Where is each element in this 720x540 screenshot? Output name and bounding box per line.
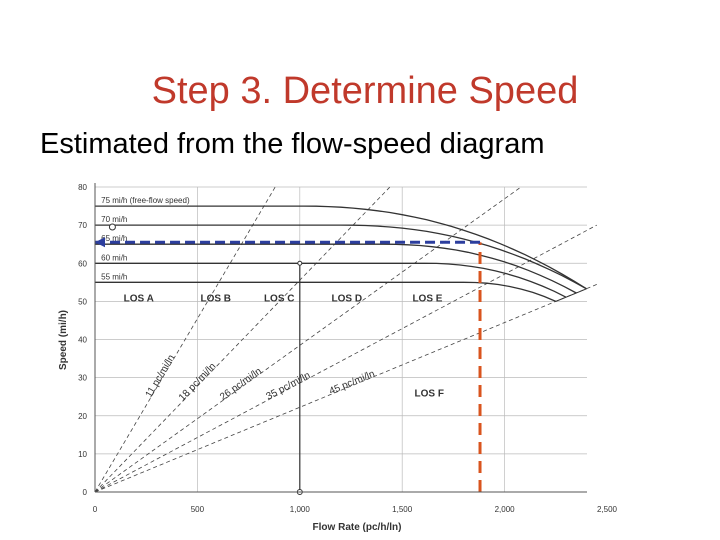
speed-flow-curves: 75 mi/h (free-flow speed) 70 mi/h 65 mi/h 6…: [95, 196, 587, 302]
x-tick-label: 2,500: [597, 505, 618, 514]
y-tick-label: 0: [83, 488, 88, 497]
x-tick-label: 0: [93, 505, 98, 514]
grid-layer: [95, 186, 587, 492]
density-label: 45 pc/mi/ln: [328, 369, 377, 398]
speed-flow-curve: [95, 243, 577, 294]
y-tick-label: 10: [78, 450, 87, 459]
los-label: LOS D: [332, 293, 363, 304]
speed-flow-curve: [95, 224, 587, 290]
capacity-line: [555, 288, 587, 302]
speed-arrowhead: [95, 237, 105, 248]
y-tick-label: 50: [78, 297, 87, 306]
density-label: 35 pc/mi/ln: [264, 370, 312, 402]
x-tick-label: 1,000: [290, 505, 311, 514]
x-tick-label: 1,500: [392, 505, 413, 514]
curve-label: 60 mi/h: [101, 253, 127, 262]
x-axis-label: Flow Rate (pc/h/ln): [313, 522, 402, 533]
los-label: LOS B: [200, 293, 231, 304]
density-line: [94, 186, 522, 493]
speed-flow-curve: [95, 281, 557, 302]
y-tick-label: 80: [78, 183, 87, 192]
x-tick-label: 500: [191, 505, 205, 514]
example-speed-marker: [297, 260, 303, 266]
annotations: LOS A LOS B LOS C LOS D LOS E LOS F: [95, 223, 482, 495]
los-label: LOS F: [414, 389, 443, 400]
curve-label: 75 mi/h (free-flow speed): [101, 196, 190, 205]
y-tick-label: 40: [78, 336, 87, 345]
speed-flow-curve: [95, 262, 567, 298]
density-label: 11 pc/mi/ln: [144, 353, 178, 400]
y-axis-label: Speed (mi/h): [58, 310, 69, 370]
slide-title: Step 3. Determine Speed: [151, 70, 579, 112]
y-tick-label: 30: [78, 374, 87, 383]
x-tick-label: 2,000: [495, 505, 516, 514]
los-label: LOS A: [124, 293, 154, 304]
y-tick-label: 70: [78, 221, 87, 230]
density-label: 26 pc/mi/ln: [218, 366, 264, 403]
curve-label: 65 mi/h: [101, 234, 127, 243]
curve-label: 70 mi/h: [101, 215, 127, 224]
los-label: LOS C: [264, 293, 295, 304]
y-tick-label: 60: [78, 259, 87, 268]
ffs-marker: [108, 223, 116, 231]
y-tick-label: 20: [78, 412, 87, 421]
density-line: [94, 186, 276, 493]
curve-label: 55 mi/h: [101, 272, 127, 281]
density-line: [94, 224, 597, 493]
los-label: LOS E: [412, 293, 442, 304]
density-line: [94, 186, 391, 493]
axes: 0 500 1,000 1,500 2,000 2,500 0 10 20 30 40 50 60 70 8…: [78, 183, 618, 514]
speed-flow-curve: [95, 205, 587, 290]
slide-subtitle: Estimated from the flow-speed diagram: [40, 128, 545, 160]
